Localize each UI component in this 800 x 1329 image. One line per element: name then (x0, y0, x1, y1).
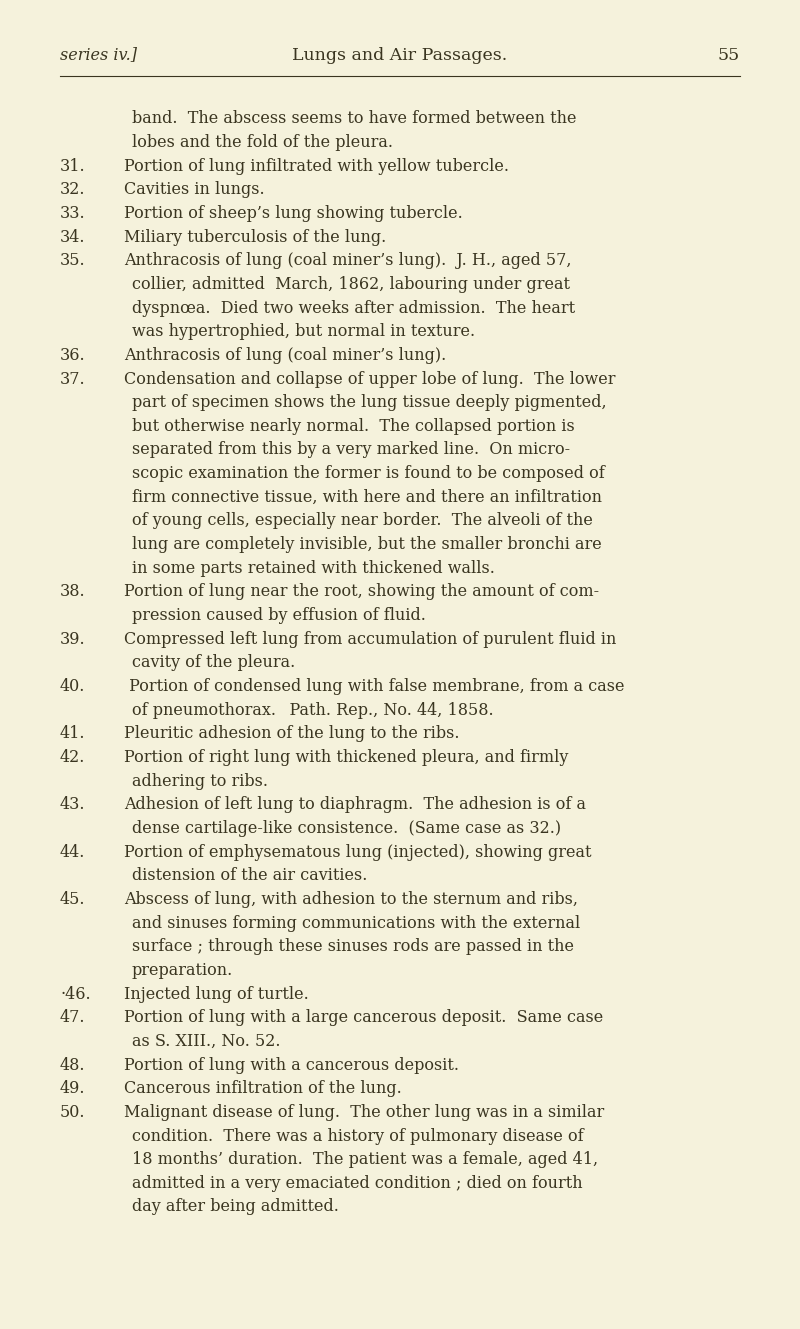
Text: Portion of lung with a cancerous deposit.: Portion of lung with a cancerous deposit… (124, 1057, 459, 1074)
Text: 18 months’ duration.  The patient was a female, aged 41,: 18 months’ duration. The patient was a f… (132, 1151, 598, 1168)
Text: dyspnœa.  Died two weeks after admission.  The heart: dyspnœa. Died two weeks after admission.… (132, 299, 575, 316)
Text: Cancerous infiltration of the lung.: Cancerous infiltration of the lung. (124, 1080, 402, 1098)
Text: Portion of lung with a large cancerous deposit.  Same case: Portion of lung with a large cancerous d… (124, 1009, 603, 1026)
Text: Compressed left lung from accumulation of purulent fluid in: Compressed left lung from accumulation o… (124, 631, 616, 647)
Text: Portion of right lung with thickened pleura, and firmly: Portion of right lung with thickened ple… (124, 750, 568, 766)
Text: day after being admitted.: day after being admitted. (132, 1199, 339, 1216)
Text: 48.: 48. (60, 1057, 86, 1074)
Text: Lungs and Air Passages.: Lungs and Air Passages. (292, 47, 508, 64)
Text: 38.: 38. (60, 583, 86, 601)
Text: 45.: 45. (60, 890, 86, 908)
Text: 40.: 40. (60, 678, 86, 695)
Text: Adhesion of left lung to diaphragm.  The adhesion is of a: Adhesion of left lung to diaphragm. The … (124, 796, 586, 813)
Text: Injected lung of turtle.: Injected lung of turtle. (124, 986, 309, 1002)
Text: Portion of sheep’s lung showing tubercle.: Portion of sheep’s lung showing tubercle… (124, 205, 462, 222)
Text: admitted in a very emaciated condition ; died on fourth: admitted in a very emaciated condition ;… (132, 1175, 582, 1192)
Text: Abscess of lung, with adhesion to the sternum and ribs,: Abscess of lung, with adhesion to the st… (124, 890, 578, 908)
Text: band.  The abscess seems to have formed between the: band. The abscess seems to have formed b… (132, 110, 577, 128)
Text: 33.: 33. (60, 205, 86, 222)
Text: distension of the air cavities.: distension of the air cavities. (132, 868, 367, 884)
Text: 32.: 32. (60, 181, 86, 198)
Text: ·46.: ·46. (60, 986, 90, 1002)
Text: scopic examination the former is found to be composed of: scopic examination the former is found t… (132, 465, 605, 482)
Text: Cavities in lungs.: Cavities in lungs. (124, 181, 265, 198)
Text: Anthracosis of lung (coal miner’s lung).  J. H., aged 57,: Anthracosis of lung (coal miner’s lung).… (124, 253, 571, 270)
Text: cavity of the pleura.: cavity of the pleura. (132, 654, 295, 671)
Text: surface ; through these sinuses rods are passed in the: surface ; through these sinuses rods are… (132, 938, 574, 956)
Text: 39.: 39. (60, 631, 86, 647)
Text: 50.: 50. (60, 1104, 86, 1120)
Text: dense cartilage-like consistence.  (Same case as 32.): dense cartilage-like consistence. (Same … (132, 820, 561, 837)
Text: 41.: 41. (60, 726, 86, 743)
Text: 47.: 47. (60, 1009, 86, 1026)
Text: Portion of emphysematous lung (injected), showing great: Portion of emphysematous lung (injected)… (124, 844, 591, 861)
Text: 34.: 34. (60, 229, 86, 246)
Text: 42.: 42. (60, 750, 86, 766)
Text: collier, admitted  March, 1862, labouring under great: collier, admitted March, 1862, labouring… (132, 276, 570, 292)
Text: 31.: 31. (60, 158, 86, 174)
Text: pression caused by effusion of fluid.: pression caused by effusion of fluid. (132, 607, 426, 625)
Text: 43.: 43. (60, 796, 86, 813)
Text: Portion of lung infiltrated with yellow tubercle.: Portion of lung infiltrated with yellow … (124, 158, 509, 174)
Text: Portion of condensed lung with false membrane, from a case: Portion of condensed lung with false mem… (124, 678, 625, 695)
Text: 36.: 36. (60, 347, 86, 364)
Text: 37.: 37. (60, 371, 86, 388)
Text: Portion of lung near the root, showing the amount of com-: Portion of lung near the root, showing t… (124, 583, 599, 601)
Text: part of specimen shows the lung tissue deeply pigmented,: part of specimen shows the lung tissue d… (132, 395, 606, 411)
Text: 35.: 35. (60, 253, 86, 270)
Text: Condensation and collapse of upper lobe of lung.  The lower: Condensation and collapse of upper lobe … (124, 371, 615, 388)
Text: firm connective tissue, with here and there an infiltration: firm connective tissue, with here and th… (132, 489, 602, 506)
Text: 49.: 49. (60, 1080, 86, 1098)
Text: series iv.]: series iv.] (60, 47, 137, 64)
Text: 44.: 44. (60, 844, 86, 861)
Text: Pleuritic adhesion of the lung to the ribs.: Pleuritic adhesion of the lung to the ri… (124, 726, 459, 743)
Text: Anthracosis of lung (coal miner’s lung).: Anthracosis of lung (coal miner’s lung). (124, 347, 446, 364)
Text: but otherwise nearly normal.  The collapsed portion is: but otherwise nearly normal. The collaps… (132, 417, 574, 435)
Text: preparation.: preparation. (132, 962, 234, 979)
Text: 55: 55 (718, 47, 740, 64)
Text: separated from this by a very marked line.  On micro-: separated from this by a very marked lin… (132, 441, 570, 459)
Text: condition.  There was a history of pulmonary disease of: condition. There was a history of pulmon… (132, 1127, 584, 1144)
Text: was hypertrophied, but normal in texture.: was hypertrophied, but normal in texture… (132, 323, 475, 340)
Text: as S. XIII., No. 52.: as S. XIII., No. 52. (132, 1033, 281, 1050)
Text: lobes and the fold of the pleura.: lobes and the fold of the pleura. (132, 134, 393, 152)
Text: and sinuses forming communications with the external: and sinuses forming communications with … (132, 914, 580, 932)
Text: Miliary tuberculosis of the lung.: Miliary tuberculosis of the lung. (124, 229, 386, 246)
Text: Malignant disease of lung.  The other lung was in a similar: Malignant disease of lung. The other lun… (124, 1104, 604, 1120)
Text: adhering to ribs.: adhering to ribs. (132, 772, 268, 789)
Text: of young cells, especially near border.  The alveoli of the: of young cells, especially near border. … (132, 513, 593, 529)
Text: in some parts retained with thickened walls.: in some parts retained with thickened wa… (132, 560, 495, 577)
Text: of pneumothorax.   Path. Rep., No. 44, 1858.: of pneumothorax. Path. Rep., No. 44, 185… (132, 702, 494, 719)
Text: lung are completely invisible, but the smaller bronchi are: lung are completely invisible, but the s… (132, 536, 602, 553)
